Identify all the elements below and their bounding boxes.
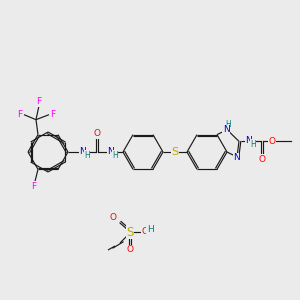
Text: F: F xyxy=(17,110,22,119)
Text: N: N xyxy=(234,154,240,163)
Text: F: F xyxy=(50,110,56,119)
Text: S: S xyxy=(126,226,134,238)
Text: F: F xyxy=(36,97,42,106)
Text: S: S xyxy=(171,147,178,157)
Text: O: O xyxy=(259,155,266,164)
Text: O: O xyxy=(142,227,148,236)
Text: H: H xyxy=(250,140,256,149)
Text: H: H xyxy=(112,151,118,160)
Text: O: O xyxy=(127,245,134,254)
Text: H: H xyxy=(225,120,231,129)
Text: H: H xyxy=(84,151,90,160)
Text: F: F xyxy=(32,182,37,191)
Text: N: N xyxy=(108,146,114,155)
Text: H: H xyxy=(147,224,153,233)
Text: O: O xyxy=(94,130,100,139)
Text: O: O xyxy=(110,214,116,223)
Text: O: O xyxy=(268,137,275,146)
Text: N: N xyxy=(246,136,252,145)
Text: N: N xyxy=(223,125,230,134)
Text: N: N xyxy=(80,146,86,155)
